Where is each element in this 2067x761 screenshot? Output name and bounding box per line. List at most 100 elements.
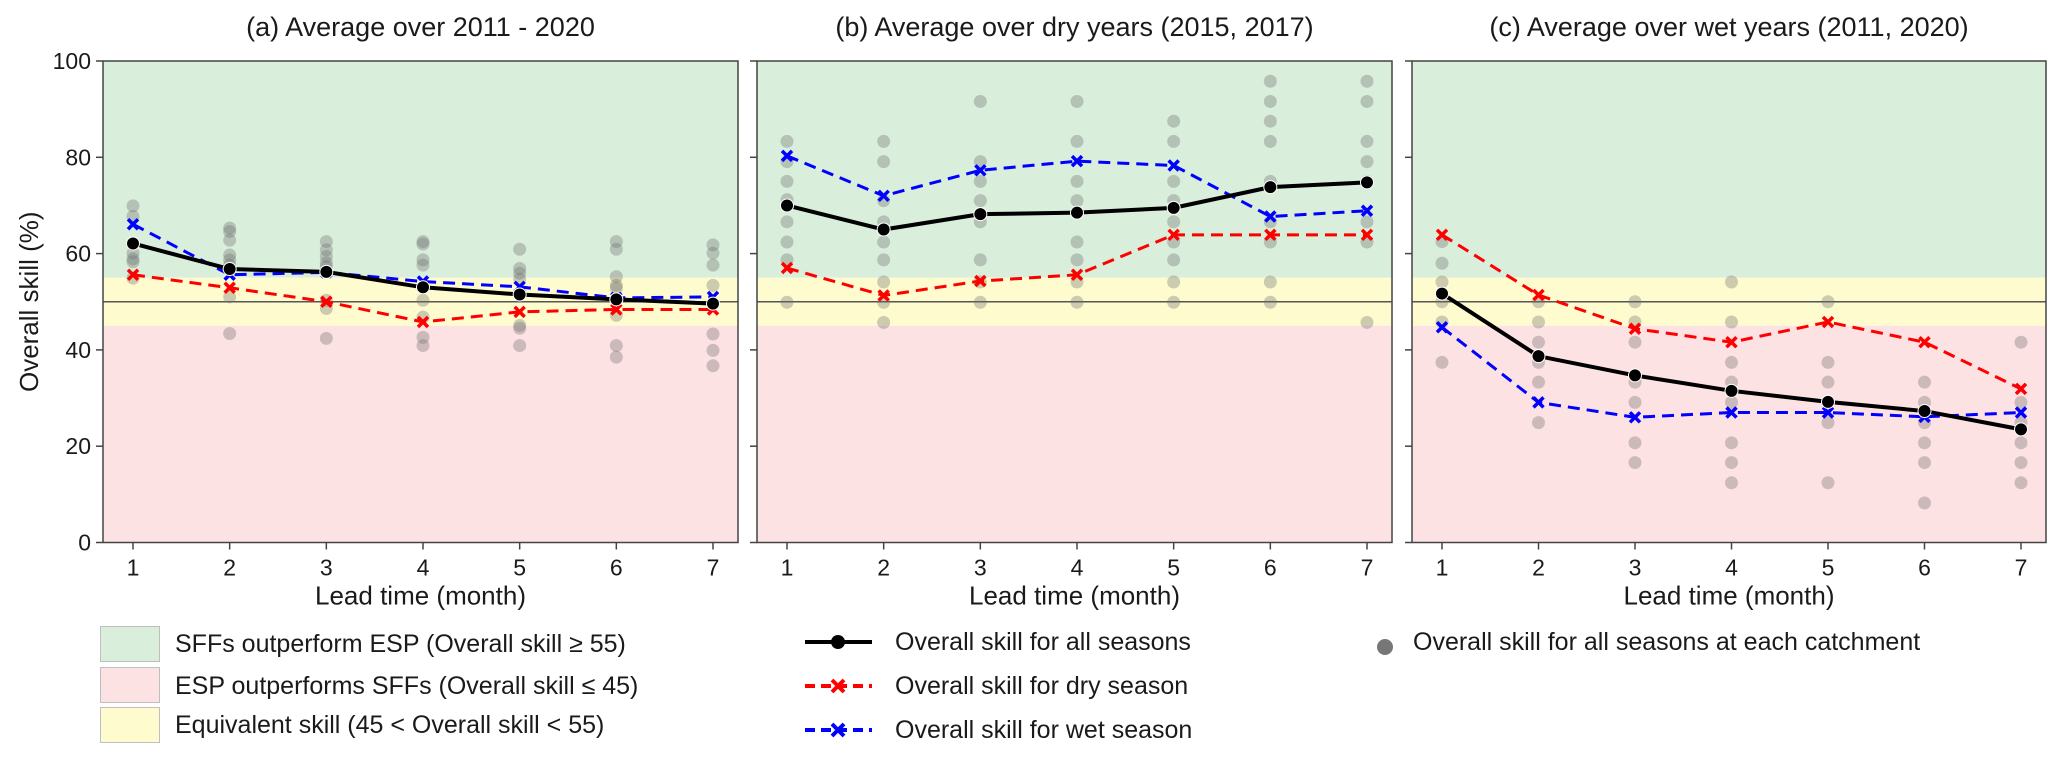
legend-swatch-equivalent [100, 707, 160, 743]
catchment-point [1070, 235, 1084, 249]
catchment-point [706, 278, 720, 292]
catchment-point [416, 293, 430, 307]
catchment-point [1821, 476, 1835, 490]
catchment-point [1070, 134, 1084, 148]
catchment-point [513, 242, 527, 256]
catchment-point [319, 243, 333, 257]
series-point-dry-season [877, 289, 890, 302]
legend-label-catchment: Overall skill for all seasons at each ca… [1413, 628, 1921, 656]
series-point-all-seasons [1263, 180, 1278, 195]
catchment-point [1435, 256, 1449, 270]
catchment-point [513, 266, 527, 280]
legend-label-all-seasons: Overall skill for all seasons [895, 628, 1191, 656]
x-tick-label: 4 [1725, 555, 1738, 581]
catchment-point [1725, 456, 1738, 470]
legend-wet-season-marker [830, 722, 846, 738]
catchment-point [877, 155, 891, 169]
catchment-point [1070, 295, 1084, 309]
catchment-point [609, 278, 623, 292]
series-point-all-seasons [706, 296, 720, 311]
band-esp-outperforms [1412, 325, 2046, 543]
series-point-dry-season [1532, 288, 1545, 302]
catchment-point [319, 235, 333, 249]
catchment-point [1070, 174, 1084, 188]
legend-label-wet-season: Overall skill for wet season [895, 716, 1193, 744]
catchment-point [1532, 375, 1545, 389]
x-axis-label: Lead time (month) [315, 581, 526, 611]
catchment-point [1167, 253, 1181, 267]
series-point-dry-season [2014, 382, 2028, 396]
catchment-point [1360, 155, 1374, 169]
series-point-dry-season [1628, 322, 1642, 335]
series-point-all-seasons [1724, 383, 1739, 398]
x-tick-label: 4 [1071, 555, 1084, 581]
catchment-point [416, 330, 430, 344]
catchment-point [1918, 496, 1931, 510]
catchment-point [223, 221, 237, 235]
series-point-all-seasons [1531, 349, 1546, 364]
series-point-all-seasons [2014, 422, 2028, 437]
catchment-point [1532, 335, 1545, 349]
series-point-all-seasons [1360, 175, 1374, 190]
catchment-point [126, 252, 140, 266]
catchment-point [1360, 134, 1374, 148]
catchment-point [609, 339, 623, 353]
catchment-point [973, 94, 987, 108]
x-tick-label: 7 [1361, 555, 1374, 581]
series-point-wet-season [1628, 411, 1642, 424]
series-point-dry-season [1360, 228, 1374, 242]
catchment-point [1725, 395, 1738, 409]
series-point-wet-season [1360, 204, 1374, 217]
catchment-point [1263, 94, 1277, 108]
y-tick-label: 20 [65, 433, 91, 459]
series-point-wet-season [126, 217, 140, 231]
panel-title: (a) Average over 2011 - 2020 [246, 12, 595, 42]
series-point-all-seasons [512, 287, 527, 302]
catchment-point [2014, 436, 2028, 450]
catchment-point [1070, 253, 1084, 267]
catchment-point [1167, 174, 1181, 188]
catchment-point [1263, 295, 1277, 309]
y-tick-label: 0 [78, 530, 91, 556]
legend-catchment-marker [1377, 639, 1393, 655]
x-tick-label: 5 [1822, 555, 1835, 581]
catchment-point [126, 246, 140, 260]
catchment-point [513, 318, 527, 332]
x-tick-label: 1 [127, 555, 140, 581]
catchment-point [1360, 315, 1374, 329]
catchment-point [1360, 94, 1374, 108]
series-point-all-seasons [222, 262, 237, 277]
series-point-dry-season [1918, 335, 1931, 349]
x-tick-label: 6 [1264, 555, 1277, 581]
catchment-point [1263, 114, 1277, 128]
series-point-all-seasons [780, 198, 794, 213]
panel-title: (b) Average over dry years (2015, 2017) [835, 12, 1313, 42]
series-point-dry-season [610, 303, 623, 316]
catchment-point [877, 235, 891, 249]
panel-a: 0 20 40 60 80 100 1 2 3 4 5 6 7 Lead time (month) (a) … [14, 12, 739, 611]
catchment-point [1435, 355, 1449, 369]
catchment-point [1167, 114, 1181, 128]
legend-label-dry-season: Overall skill for dry season [895, 672, 1189, 700]
catchment-point [609, 281, 623, 295]
x-tick-label: 5 [513, 555, 526, 581]
series-point-all-seasons [1917, 404, 1932, 419]
catchment-point [780, 174, 794, 188]
catchment-point [1628, 335, 1642, 349]
catchment-point [973, 295, 987, 309]
band-sffs-outperform [103, 61, 738, 278]
x-tick-label: 2 [877, 555, 890, 581]
series-point-dry-season [1264, 228, 1277, 242]
band-esp-outperforms [757, 325, 1392, 543]
catchment-point [1725, 436, 1738, 450]
catchment-point [877, 275, 891, 289]
catchment-point [1167, 215, 1181, 229]
catchment-point [513, 339, 527, 353]
catchment-point [1821, 375, 1835, 389]
legend-dry-season-marker [830, 678, 846, 694]
series-point-dry-season [416, 315, 430, 329]
legend-all-seasons-marker [831, 635, 845, 649]
plot-frame [756, 60, 1393, 544]
series-point-dry-season [1167, 228, 1180, 242]
x-tick-label: 6 [1918, 555, 1931, 581]
